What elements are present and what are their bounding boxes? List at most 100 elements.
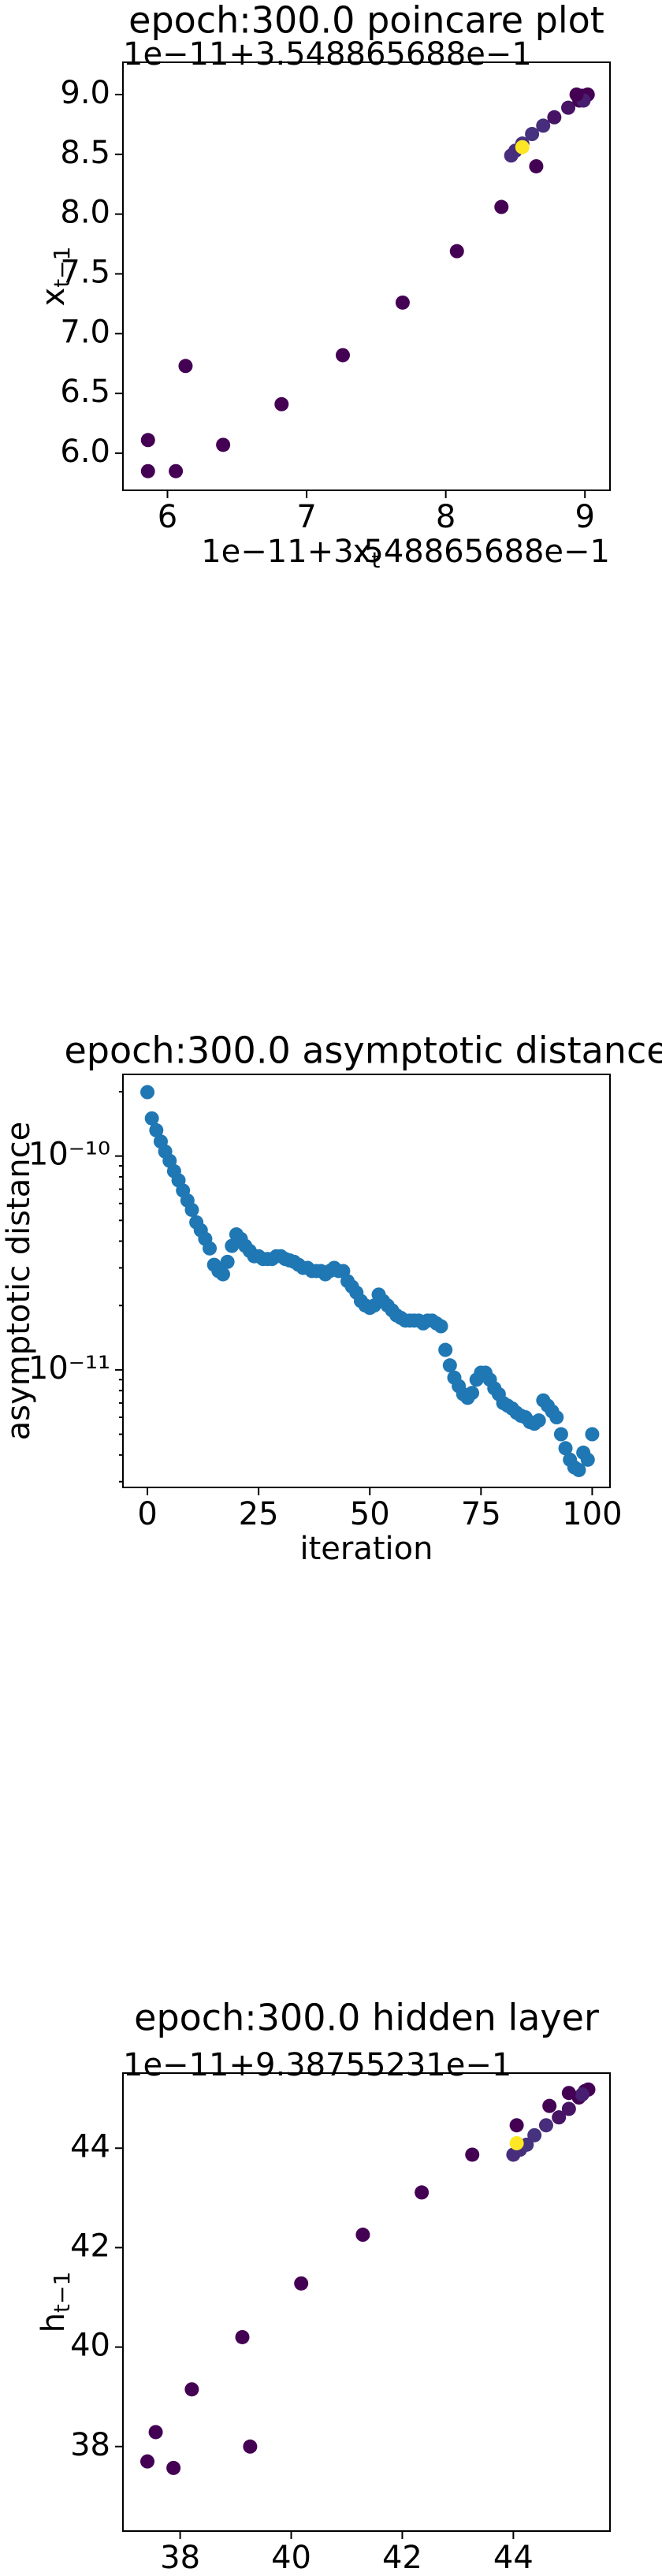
scatter-point [215,1267,230,1282]
scatter-point [561,2086,576,2101]
scatter-point [335,348,350,363]
y-tick-label: 10⁻¹⁰ [28,1137,110,1173]
scatter-point [274,396,289,411]
x-offset-label: 1e−11+3.548865688e−1 [201,534,610,570]
scatter-point [294,2276,309,2291]
scatter-point [140,2454,155,2469]
x-axis-label-base: h [352,2574,372,2576]
x-axis-label: ht [352,2574,381,2576]
scatter-point [549,1410,564,1425]
y-offset-label: 1e−11+9.38755231e−1 [123,2047,511,2083]
y-tick-label: 42 [70,2228,110,2264]
scatter-point [438,1342,453,1357]
x-tick-label: 38 [160,2540,200,2576]
scatter-point [166,2460,181,2475]
x-tick-label: 8 [436,499,456,535]
x-tick-label: 100 [562,1496,622,1532]
y-tick-label: 6.0 [60,434,110,470]
scatter-point [542,2098,557,2113]
scatter-point [569,87,584,102]
x-axis-label: xt [353,534,381,573]
scatter-point [580,1452,595,1467]
x-tick-label: 75 [461,1496,501,1532]
scatter-point [465,1386,480,1401]
scatter-point [140,433,155,448]
x-tick-label: 9 [575,499,594,535]
scatter-point [149,1122,164,1137]
plot-frame [122,1074,611,1488]
scatter-point [415,2185,430,2200]
x-tick-label: 25 [239,1496,279,1532]
x-tick-label: 6 [158,499,177,535]
scatter-point [395,295,410,310]
scatter-point [575,2087,589,2102]
y-tick-label: 10⁻¹¹ [28,1350,110,1387]
y-tick-label: 9.0 [60,75,110,111]
scatter-point [465,2147,480,2162]
scatter-point [509,2118,524,2133]
scatter-point [140,463,155,478]
scatter-point [531,1413,546,1428]
chart-title: epoch:300.0 poincare plot [128,0,604,42]
y-tick-label: 38 [70,2427,110,2463]
scatter-point [148,2425,163,2440]
scatter-point [169,463,184,478]
scatter-point [184,1202,199,1217]
scatter-point [184,2382,199,2397]
scatter-point [449,244,464,259]
chart-title: epoch:300.0 hidden layer [134,1997,599,2039]
x-tick-label: 0 [137,1496,157,1532]
x-tick-label: 42 [382,2540,422,2576]
scatter-point [515,140,530,154]
chart-title: epoch:300.0 asymptotic distance [64,1029,662,1072]
y-axis-label-sub: t−1 [49,247,75,288]
x-offset-label: 1e−11+9.38755231e−1 [221,2574,610,2576]
scatter-point [525,127,540,142]
scatter-point [235,2329,250,2344]
scatter-point [538,2118,553,2133]
y-tick-label: 8.0 [60,195,110,231]
y-tick-label: 6.5 [60,374,110,410]
scatter-point [571,1462,586,1477]
y-tick-label: 40 [70,2328,110,2364]
y-axis-label: ht−1 [35,2272,75,2333]
scatter-point [552,2110,567,2125]
x-axis-label-base: x [353,534,372,570]
y-axis-label: xt−1 [35,247,75,307]
scatter-point [561,100,576,115]
scatter-point [585,1427,600,1442]
x-axis-label: iteration [300,1531,433,1567]
scatter-point [178,359,193,374]
y-tick-label: 7.0 [60,314,110,350]
scatter-point [561,2101,576,2116]
y-axis-label-base: x [35,288,72,307]
scatter-point [529,158,544,173]
x-tick-label: 40 [271,2540,311,2576]
plot-frame [122,2072,611,2532]
scatter-point [527,2127,542,2142]
y-offset-label: 1e−11+3.548865688e−1 [123,36,532,73]
plot-frame [122,61,611,491]
y-tick-label: 7.5 [60,254,110,290]
y-axis-label-sub: t−1 [49,2272,75,2313]
x-axis-label-sub: t [371,547,380,573]
scatter-point [442,1358,457,1373]
y-tick-label: 44 [70,2128,110,2165]
scatter-point [536,118,551,133]
scatter-point [140,1085,155,1100]
x-tick-label: 44 [493,2540,534,2576]
scatter-point [243,2439,258,2454]
scatter-point [203,1241,218,1256]
scatter-point [220,1254,235,1269]
scatter-point [144,1111,159,1126]
y-axis-label-base: h [35,2313,72,2332]
scatter-point [509,2135,524,2150]
scatter-point [547,110,562,125]
scatter-point [553,1427,568,1442]
y-tick-label: 8.5 [60,135,110,171]
scatter-point [558,1441,573,1456]
scatter-point [433,1319,448,1334]
x-tick-label: 50 [350,1496,390,1532]
